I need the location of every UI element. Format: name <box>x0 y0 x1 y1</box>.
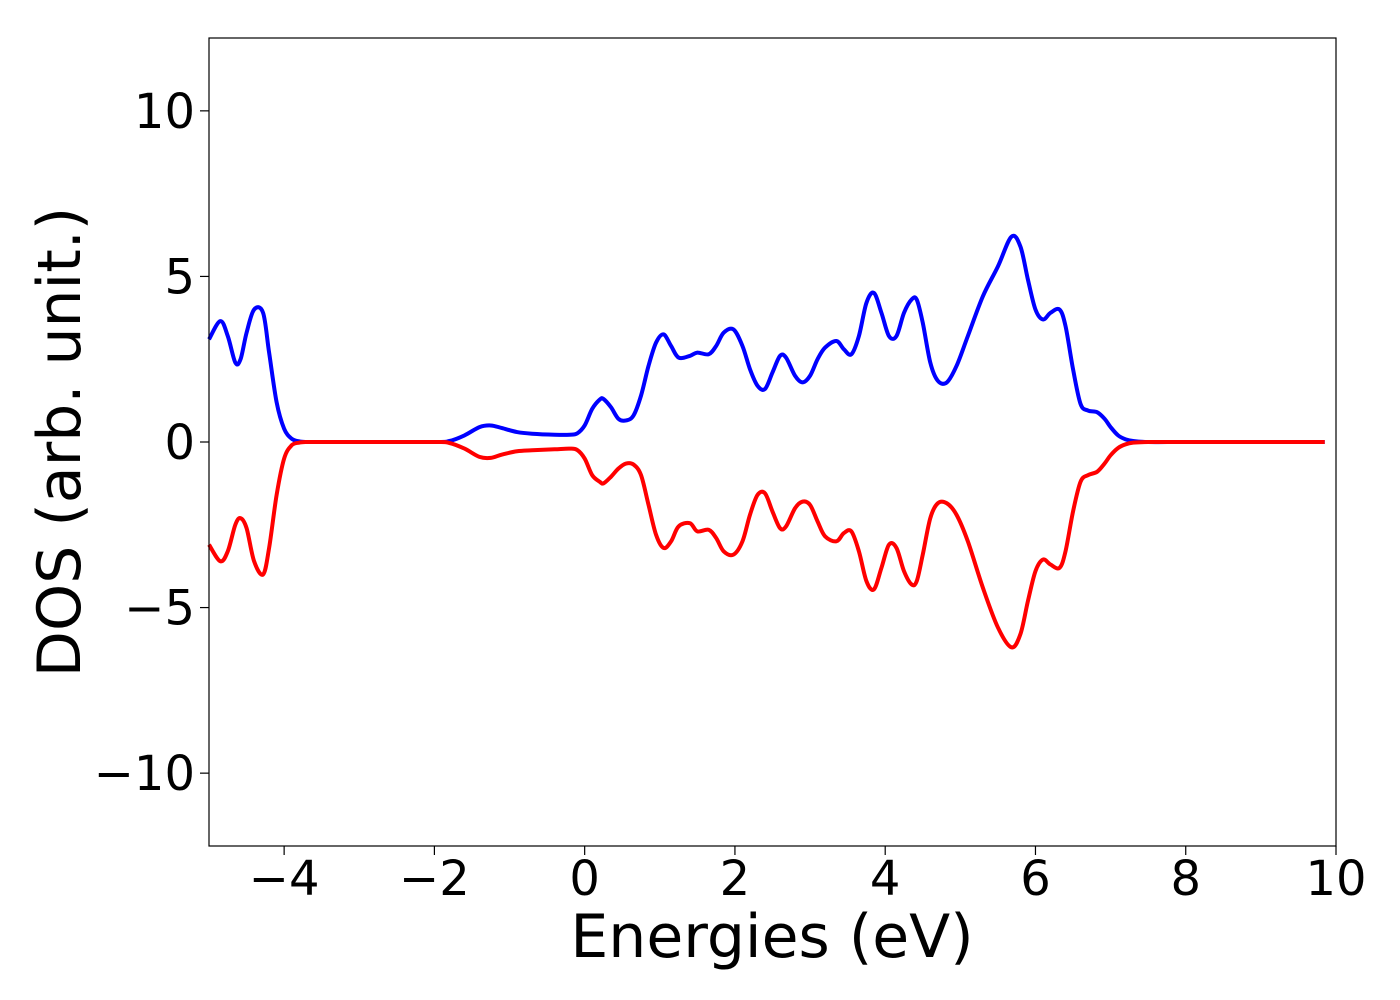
y-axis-label: DOS (arb. unit.) <box>25 207 95 677</box>
x-tick-label: −2 <box>399 851 470 907</box>
x-tick-label: 2 <box>720 851 751 907</box>
x-tick-label: −4 <box>249 851 320 907</box>
y-tick-label: 5 <box>164 249 195 305</box>
x-tick-label: 10 <box>1305 851 1366 907</box>
x-tick-label: 4 <box>870 851 901 907</box>
y-tick-label: −5 <box>124 581 195 637</box>
x-tick-label: 6 <box>1020 851 1051 907</box>
series-layer <box>207 233 1325 650</box>
y-axis-ticks: −10 −5 0 5 10 <box>94 84 209 802</box>
x-tick-label: 8 <box>1170 851 1201 907</box>
y-tick-label: −10 <box>94 746 195 802</box>
y-tick-label: 0 <box>164 415 195 471</box>
y-tick-label: 10 <box>134 84 195 140</box>
series-line-1 <box>207 439 1325 650</box>
x-axis-ticks: −4 −2 0 2 4 6 8 10 <box>249 846 1367 907</box>
x-axis-label: Energies (eV) <box>570 902 973 972</box>
x-tick-label: 0 <box>569 851 600 907</box>
